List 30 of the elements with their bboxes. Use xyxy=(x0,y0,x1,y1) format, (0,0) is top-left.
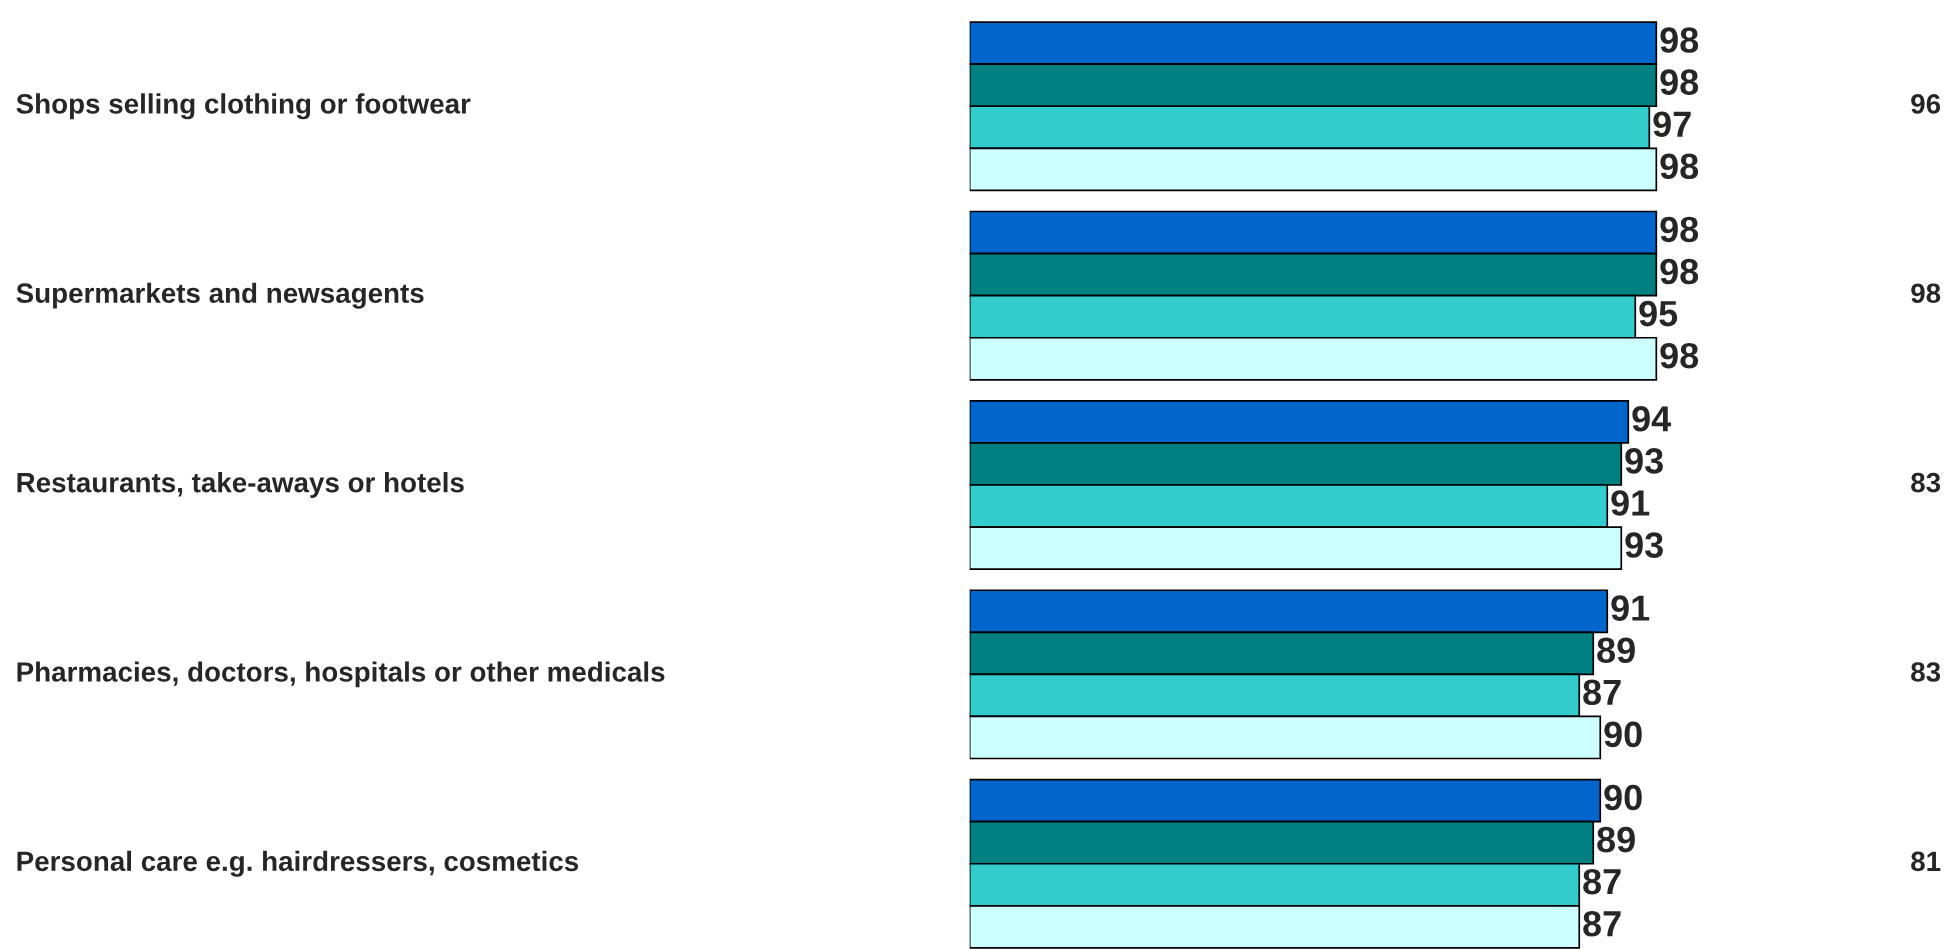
y-tick-label: Supermarkets and newsagents xyxy=(16,282,424,309)
data-label: 93 xyxy=(1625,532,1663,558)
data-label: 93 xyxy=(1625,448,1663,474)
data-label: 90 xyxy=(1604,784,1642,811)
data-label: 98 xyxy=(1660,153,1699,180)
text: 83 xyxy=(1911,472,1941,493)
data-label: 89 xyxy=(1597,637,1635,664)
text: 83 xyxy=(1911,662,1941,682)
data-label: 98 xyxy=(1660,342,1699,369)
y-tick-label: Shops selling clothing or footwear xyxy=(16,93,471,120)
data-label: 98 xyxy=(1660,69,1699,95)
data-label: 91 xyxy=(1611,595,1650,621)
y-tick-label: Personal care e.g. hairdressers, cosmetics xyxy=(17,850,579,877)
data-label: 90 xyxy=(1604,721,1642,748)
data-label: 98 xyxy=(1660,27,1699,53)
text: 81 xyxy=(1911,851,1941,872)
data-label: 98 xyxy=(1660,258,1699,285)
y-tick-label: Pharmacies, doctors, hospitals or other medicals xyxy=(17,661,665,688)
data-label: 89 xyxy=(1597,826,1635,853)
data-label: 87 xyxy=(1583,868,1621,895)
data-label: 91 xyxy=(1611,490,1650,516)
data-label: 94 xyxy=(1632,406,1672,432)
data-label: 87 xyxy=(1583,679,1621,706)
y-tick-label: Restaurants, take-aways or hotels xyxy=(17,472,464,498)
data-label: 98 xyxy=(1660,216,1699,243)
data-label: 87 xyxy=(1583,910,1621,937)
text: 98 xyxy=(1911,283,1941,304)
data-label: 95 xyxy=(1639,300,1678,327)
text: 96 xyxy=(1911,94,1941,114)
data-label: 97 xyxy=(1653,111,1691,138)
